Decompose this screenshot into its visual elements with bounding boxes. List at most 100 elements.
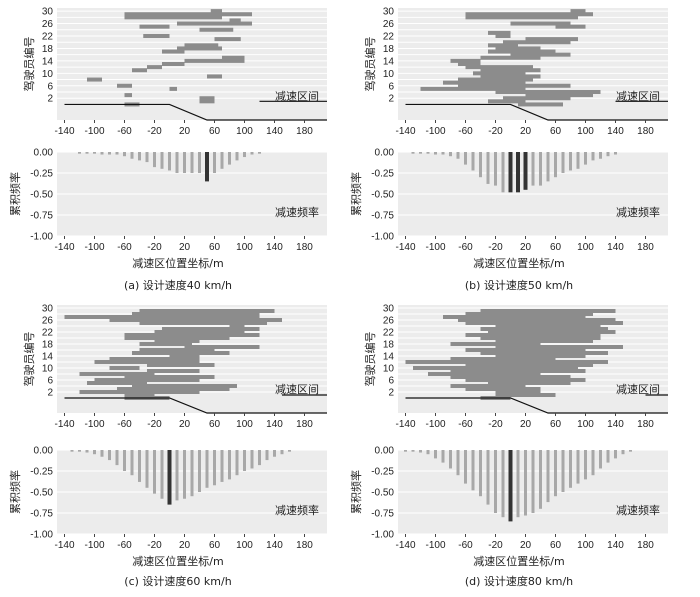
x-tick-label: -100 [425,419,445,430]
frequency-bar [471,152,475,171]
frequency-bar [160,450,164,499]
driver-interval-bar [147,65,162,70]
frequency-bar [213,450,216,486]
x-tick-label: 60 [209,419,221,430]
x-tick-label: -20 [488,126,503,137]
driver-interval-bar [518,102,563,107]
upper-y-axis-label: 驾驶员编号 [363,332,377,387]
frequency-bar [494,450,497,513]
y-tick-label: 30 [42,7,54,18]
y-tick-label: 10 [42,69,54,80]
driver-interval-bar [465,363,593,367]
driver-interval-bar [162,49,185,54]
frequency-bar [576,450,580,484]
x-tick-label: 180 [637,540,654,551]
driver-interval-bar [465,12,593,17]
driver-interval-bar [124,375,215,379]
x-tick-label: 140 [607,540,624,551]
driver-interval-bar [443,80,526,85]
frequency-bar [70,450,74,452]
driver-interval-bar [214,37,241,42]
driver-interval-bar [555,24,586,29]
y-tick-label: 30 [383,7,395,18]
frequency-bar [501,450,505,518]
x-tick-label: 180 [296,126,313,137]
y-tick-label: 26 [383,19,395,30]
frequency-bar [441,152,445,155]
frequency-bar [539,152,542,186]
frequency-bar [434,450,437,459]
x-tick-label: 100 [236,126,253,137]
driver-interval-bar [199,96,215,101]
driver-interval-bar [64,315,260,319]
driver-interval-bar [132,384,237,388]
frequency-bar [599,450,602,469]
driver-interval-bar [495,393,556,397]
frequency-bar [190,152,194,173]
frequency-bar [250,450,254,469]
driver-interval-bar [147,363,215,367]
x-tick-label: 100 [577,242,594,253]
frequency-bar [621,450,625,455]
frequency-bar [516,450,520,518]
x-tick-label: 180 [637,242,654,253]
x-tick-label: -20 [147,242,162,253]
frequency-bar [449,152,452,157]
driver-interval-bar [488,330,616,334]
frequency-bar [531,450,535,513]
frequency-bar [190,450,194,497]
upper-y-axis-label: 驾驶员编号 [22,332,36,387]
driver-interval-bar [525,93,593,98]
frequency-bar [228,450,231,480]
y-tick-label: -0.75 [30,509,53,520]
driver-interval-bar [139,342,192,346]
driver-interval-bar [109,318,282,322]
driver-interval-bar [480,327,608,331]
driver-interval-bar [495,354,586,358]
upper-y-axis-label: 驾驶员编号 [363,37,377,92]
driver-interval-bar [480,309,616,313]
lower-x-axis-label: 减速区位置坐标/m [473,554,564,568]
driver-interval-bar [124,336,230,340]
x-tick-label: -60 [458,126,473,137]
frequency-bar [280,450,284,455]
lower-y-axis-label: 累积频率 [8,172,22,216]
x-tick-label: -140 [395,419,415,430]
y-tick-label: 6 [388,81,394,92]
driver-interval-bar [465,65,533,70]
highlight-frequency-bar [508,152,513,193]
frequency-bar [265,450,269,461]
driver-interval-bar [473,71,526,76]
driver-interval-bar [79,372,155,376]
frequency-bar [584,152,587,165]
x-tick-label: 60 [550,540,562,551]
frequency-bar [198,450,201,492]
x-tick-label: -140 [54,242,74,253]
x-tick-label: -140 [395,126,415,137]
x-tick-label: -100 [425,540,445,551]
y-tick-label: 22 [383,32,395,43]
frequency-bar [411,450,415,452]
x-tick-label: -140 [54,540,74,551]
frequency-bar [471,450,475,491]
x-tick-label: -100 [425,126,445,137]
frequency-bar [108,450,111,461]
y-tick-label: 18 [383,44,395,55]
frequency-bar [569,152,572,171]
driver-interval-bar [488,49,556,54]
frequency-bar [145,152,149,163]
x-tick-label: 140 [607,126,624,137]
x-tick-label: -100 [84,540,104,551]
frequency-bar [426,152,430,154]
upper-annotation: 减速区间 [275,383,319,396]
driver-interval-bar [510,21,571,26]
x-tick-label: 180 [296,242,313,253]
frequency-bar [456,450,460,476]
frequency-bar [411,152,415,154]
x-tick-label: -20 [147,126,162,137]
frequency-bar [464,450,467,484]
y-tick-label: -1.00 [30,232,53,243]
x-tick-label: -140 [395,540,415,551]
driver-interval-bar [465,312,593,316]
